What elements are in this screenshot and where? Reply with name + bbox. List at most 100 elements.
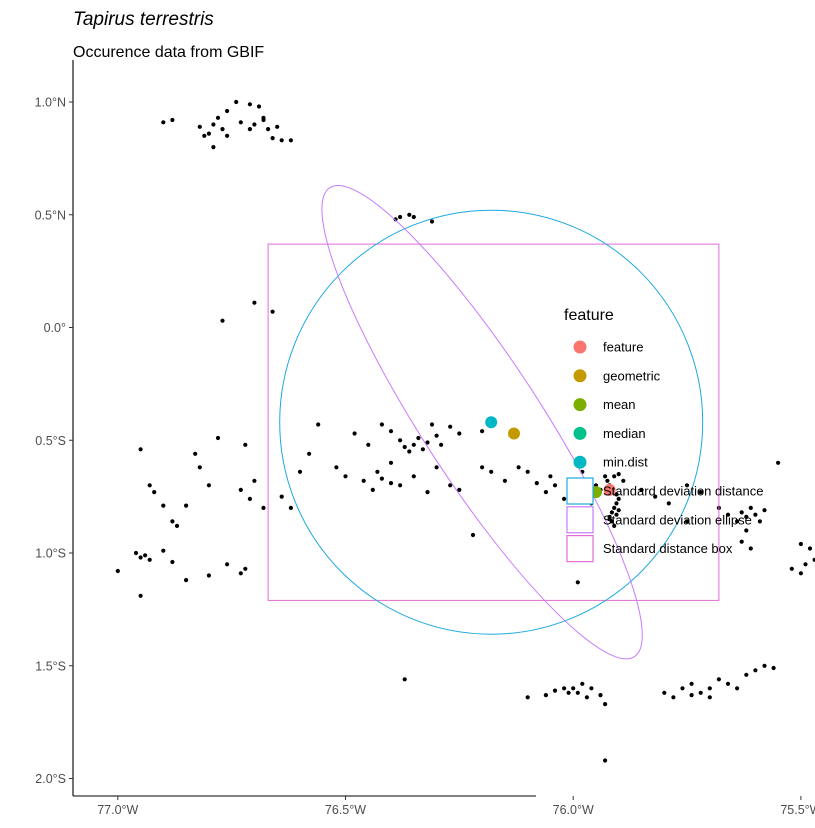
occurrence-point [416,435,421,441]
occurrence-point [193,451,198,456]
occurrence-point [288,138,293,143]
occurrence-point [612,523,617,529]
occurrence-point [739,510,744,515]
occurrence-point [434,433,439,438]
occurrence-point [261,505,266,510]
occurrence-point [147,483,152,488]
legend-key-point [573,369,587,383]
center-points [485,416,616,501]
occurrence-point [552,483,558,488]
occurrence-point [689,681,694,686]
occurrence-point [725,681,731,686]
occurrence-point [147,557,152,562]
occurrence-point [161,503,166,508]
occurrence-point [388,429,394,434]
occurrence-point [206,573,211,578]
occurrence-point [707,695,712,700]
occurrence-point [434,465,439,470]
occurrence-point [243,566,248,571]
occurrence-point [607,517,612,522]
occurrence-point [753,668,758,673]
occurrence-point [247,102,252,107]
occurrence-point [748,546,753,551]
y-tick-label: 1.0°S [35,547,66,561]
occurrence-point [771,665,776,671]
occurrence-point [562,496,567,501]
occurrence-point [689,693,694,698]
occurrence-point [184,578,189,583]
occurrence-point [807,546,813,551]
occurrence-point [543,490,549,495]
occurrence-point [489,469,494,474]
occurrence-point [575,690,580,695]
occurrence-point [379,422,384,427]
occurrence-point [366,442,371,447]
occurrence-point [616,472,621,477]
occurrence-point [598,693,603,698]
occurrence-point [470,532,476,538]
occurrence-point [753,512,758,517]
occurrence-point [616,496,621,501]
occurrence-point [612,505,617,510]
occurrence-point [439,442,444,447]
occurrence-point [361,478,366,483]
occurrence-point [316,422,321,427]
occurrence-point [605,478,610,483]
occurrence-point [671,695,676,700]
occurrence-point [138,593,143,598]
occurrence-point [202,133,207,138]
occurrence-point [138,447,143,452]
occurrence-point [307,451,312,456]
occurrence-points [115,99,815,763]
occurrence-point [225,108,230,114]
occurrence-point [133,550,139,556]
occurrence-point [609,510,615,515]
chart-subtitle: Occurence data from GBIF [73,44,264,61]
occurrence-point [256,104,262,109]
occurrence-point [398,438,403,443]
x-tick-label: 76.5°W [325,803,366,817]
legend-key-point [573,340,587,354]
occurrence-point [270,136,275,141]
occurrence-point [684,519,690,524]
occurrence-point [566,690,571,695]
occurrence-point [152,490,157,495]
occurrence-point [197,124,202,129]
occurrence-point [206,131,211,136]
occurrence-point [698,690,703,695]
occurrence-point [707,686,712,691]
legend-title: feature [564,307,614,324]
occurrence-point [757,519,763,524]
occurrence-point [247,496,252,501]
occurrence-point [803,562,808,567]
x-tick-label: 75.5°W [780,803,815,817]
plot-area [115,99,815,763]
occurrence-point [516,465,521,470]
occurrence-point [603,474,608,479]
center-point-min-dist [485,416,498,429]
occurrence-point [161,120,166,125]
occurrence-point [666,501,671,506]
occurrence-point [402,444,407,450]
occurrence-point [197,465,202,470]
occurrence-point [143,553,148,558]
occurrence-point [206,483,211,488]
occurrence-point [115,568,120,574]
occurrence-point [798,571,804,576]
occurrence-point [735,519,740,524]
occurrence-point [138,555,143,560]
occurrence-point [174,523,180,529]
occurrence-point [480,465,485,470]
legend-key-box [566,506,594,534]
y-tick-label: 2.0°S [35,772,66,786]
occurrence-point [457,487,462,492]
legend-label: feature [603,340,643,355]
occurrence-point [170,117,175,123]
occurrence-point [238,487,243,492]
legend-key-box [566,534,594,563]
occurrence-point [425,440,430,445]
occurrence-point [425,490,430,495]
occurrence-point [429,219,435,224]
occurrence-point [525,469,530,474]
occurrence-point [543,693,549,698]
